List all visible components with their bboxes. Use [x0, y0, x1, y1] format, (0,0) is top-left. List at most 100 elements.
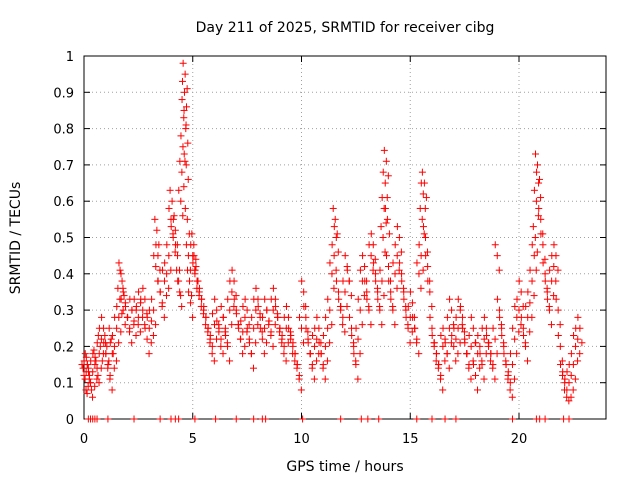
data-point [298, 277, 306, 285]
data-point [136, 328, 144, 336]
data-point [476, 364, 484, 372]
data-point [531, 150, 539, 158]
data-point [271, 295, 279, 303]
data-point [166, 186, 174, 194]
data-point [161, 259, 169, 267]
data-point [360, 292, 368, 300]
data-point [300, 302, 308, 310]
data-point [539, 241, 547, 249]
x-tick-label: 15 [402, 432, 419, 447]
data-point [120, 292, 128, 300]
data-point [467, 375, 475, 383]
data-point [395, 266, 403, 274]
data-point [454, 295, 462, 303]
data-point [332, 277, 340, 285]
data-point [472, 371, 479, 379]
data-point [105, 324, 113, 332]
data-point [378, 321, 386, 329]
data-point [188, 230, 196, 238]
data-point [187, 299, 195, 307]
data-point [132, 332, 140, 340]
data-point [93, 339, 101, 347]
data-point [148, 295, 156, 303]
data-point [228, 321, 236, 329]
data-point [259, 313, 267, 321]
data-point [558, 357, 566, 365]
data-point [395, 234, 403, 241]
data-point [470, 361, 477, 369]
data-point [139, 284, 147, 292]
data-point [241, 295, 249, 303]
data-point [415, 241, 423, 249]
data-point [371, 255, 379, 263]
data-point [541, 415, 549, 423]
data-point [232, 292, 240, 300]
data-point [367, 252, 375, 260]
data-point [110, 364, 118, 372]
data-point [533, 168, 541, 176]
data-point [254, 295, 262, 303]
data-point [495, 306, 503, 314]
data-point [424, 263, 432, 271]
data-point [87, 386, 95, 394]
data-point [515, 277, 523, 285]
x-tick-label: 0 [80, 432, 88, 447]
data-point [106, 339, 114, 347]
data-point [202, 321, 210, 329]
data-point [98, 313, 106, 321]
data-point [515, 306, 523, 314]
data-point [385, 230, 393, 238]
data-point [165, 252, 173, 260]
data-point [515, 328, 523, 336]
data-point [541, 277, 549, 285]
data-point [493, 350, 501, 358]
y-tick-label: 0 [66, 413, 74, 428]
data-point [393, 284, 401, 292]
data-point [313, 357, 321, 365]
data-point [190, 241, 198, 249]
data-point [483, 332, 491, 340]
data-point [315, 324, 323, 332]
data-point [324, 324, 332, 332]
data-point [108, 350, 116, 358]
data-point [385, 263, 392, 271]
data-point [195, 284, 203, 292]
data-point [496, 313, 504, 321]
data-point [554, 306, 562, 314]
data-point [180, 106, 188, 114]
data-point [89, 393, 97, 401]
data-point [182, 125, 190, 133]
data-point [539, 259, 547, 267]
y-tick-label: 0.9 [53, 86, 74, 101]
data-point [332, 266, 340, 274]
data-point [248, 313, 256, 321]
data-point [187, 292, 195, 300]
data-point [520, 332, 528, 340]
data-point [113, 324, 121, 332]
data-point [576, 324, 584, 332]
data-point [480, 313, 488, 321]
data-point [547, 321, 555, 329]
data-point [545, 306, 553, 314]
data-point [339, 313, 347, 321]
data-point [118, 277, 126, 285]
data-point [459, 324, 467, 332]
data-point [328, 241, 336, 249]
data-point [506, 386, 514, 394]
data-point [489, 361, 497, 369]
data-point [343, 266, 351, 274]
data-point [452, 313, 460, 321]
data-point [321, 375, 329, 383]
data-point [377, 223, 385, 231]
data-point [224, 295, 232, 303]
data-point [432, 357, 440, 365]
data-point [179, 212, 187, 220]
data-point [382, 219, 390, 227]
data-point [118, 310, 126, 318]
data-point [119, 288, 127, 296]
data-point [508, 361, 516, 369]
data-point [356, 306, 364, 314]
data-point [154, 277, 162, 285]
data-point [398, 277, 406, 285]
data-point [230, 277, 238, 285]
